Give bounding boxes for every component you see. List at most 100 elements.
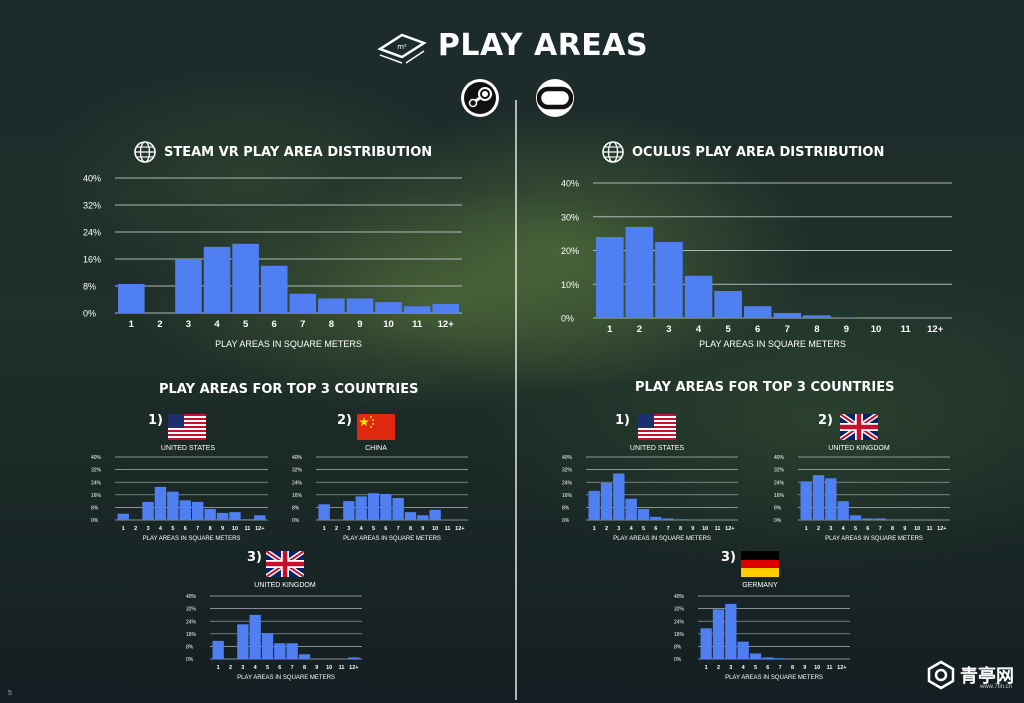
oculus-main-y-tick-label: 10% bbox=[561, 280, 579, 290]
oculus-germany-x-tick-label: 2 bbox=[717, 665, 720, 671]
oculus-germany-x-tick-label: 6 bbox=[766, 665, 769, 671]
oculus-us-bar bbox=[625, 498, 637, 520]
oculus-us-x-tick-label: 4 bbox=[630, 526, 634, 532]
oculus-section-title: OCULUS PLAY AREA DISTRIBUTION bbox=[602, 141, 884, 163]
steam-uk-x-tick-label: 9 bbox=[315, 665, 318, 671]
steam-us-x-tick-label: 2 bbox=[134, 526, 137, 532]
steam-main-x-tick-label: 3 bbox=[186, 319, 191, 330]
steam-main-x-tick-label: 2 bbox=[157, 319, 162, 330]
oculus-germany-x-tick-label: 7 bbox=[779, 665, 782, 671]
steam-china-y-tick-label: 16% bbox=[292, 493, 303, 499]
oculus-main-x-tick-label: 2 bbox=[637, 324, 642, 335]
oculus-main-x-tick-label: 8 bbox=[814, 324, 819, 335]
steam-uk-bar bbox=[212, 640, 224, 659]
oculus-main-x-tick-label: 12+ bbox=[927, 324, 944, 335]
oculus-country-3-name: GERMANY bbox=[742, 582, 778, 589]
oculus-us-x-tick-label: 1 bbox=[593, 526, 596, 532]
oculus-germany-x-tick-label: 9 bbox=[803, 665, 806, 671]
oculus-us-x-tick-label: 11 bbox=[715, 526, 721, 532]
oculus-rank-1: 1) bbox=[615, 413, 630, 428]
steam-country-3-name: UNITED KINGDOM bbox=[254, 582, 316, 589]
oculus-uk-bar bbox=[825, 478, 837, 520]
steam-china-bar bbox=[367, 493, 380, 520]
oculus-us-x-axis-label: PLAY AREAS IN SQUARE METERS bbox=[613, 536, 711, 542]
oculus-germany-bar bbox=[712, 609, 725, 659]
steam-us-y-tick-label: 40% bbox=[91, 455, 102, 461]
steam-us-y-tick-label: 24% bbox=[91, 480, 102, 486]
steam-uk-y-tick-label: 24% bbox=[186, 619, 197, 625]
oculus-us-y-tick-label: 32% bbox=[562, 468, 573, 474]
steam-main-x-tick-label: 1 bbox=[129, 319, 135, 330]
center-divider bbox=[515, 100, 517, 700]
steam-us-bar bbox=[154, 486, 167, 520]
play-area-icon-label: m² bbox=[397, 43, 407, 51]
watermark-url: www.7tin.cn bbox=[979, 684, 1012, 690]
oculus-uk-x-tick-label: 10 bbox=[914, 526, 920, 532]
steam-section-title-text: STEAM VR PLAY AREA DISTRIBUTION bbox=[164, 144, 433, 160]
steam-rank-3: 3) bbox=[247, 550, 262, 565]
steam-main-bar bbox=[375, 302, 402, 313]
steam-china-y-tick-label: 0% bbox=[292, 518, 300, 524]
steam-us-y-tick-label: 8% bbox=[91, 506, 99, 512]
oculus-uk-x-tick-label: 8 bbox=[891, 526, 894, 532]
steam-uk-bar bbox=[237, 624, 249, 659]
steam-us-y-tick-label: 16% bbox=[91, 493, 102, 499]
oculus-country-1-name: UNITED STATES bbox=[629, 445, 685, 452]
steam-main-x-tick-label: 6 bbox=[272, 319, 277, 330]
globe-icon bbox=[134, 141, 156, 163]
steam-china-x-tick-label: 12+ bbox=[455, 526, 464, 532]
oculus-main-x-tick-label: 6 bbox=[755, 324, 760, 335]
steam-uk-x-tick-label: 11 bbox=[339, 665, 345, 671]
oculus-main-x-tick-label: 9 bbox=[844, 324, 849, 335]
steam-uk-bar bbox=[348, 657, 360, 659]
oculus-uk-y-tick-label: 32% bbox=[774, 468, 785, 474]
steam-china-x-tick-label: 7 bbox=[397, 526, 400, 532]
oculus-main-bar bbox=[803, 315, 831, 318]
steam-uk-x-tick-label: 7 bbox=[291, 665, 294, 671]
steam-main-x-tick-label: 9 bbox=[357, 319, 362, 330]
oculus-uk-y-tick-label: 24% bbox=[774, 480, 785, 486]
uk-flag-icon bbox=[264, 548, 306, 582]
steam-us-x-tick-label: 5 bbox=[171, 526, 174, 532]
steam-uk-x-tick-label: 10 bbox=[326, 665, 332, 671]
steam-main-bar bbox=[232, 243, 259, 313]
oculus-germany-x-tick-label: 12+ bbox=[837, 665, 846, 671]
oculus-main-x-tick-label: 7 bbox=[785, 324, 790, 335]
steam-uk-x-axis-label: PLAY AREAS IN SQUARE METERS bbox=[237, 675, 335, 681]
oculus-uk-x-tick-label: 1 bbox=[805, 526, 808, 532]
oculus-us-x-tick-label: 8 bbox=[679, 526, 682, 532]
steam-main-bar bbox=[175, 259, 202, 313]
oculus-germany-x-tick-label: 8 bbox=[791, 665, 794, 671]
oculus-country-2-name: UNITED KINGDOM bbox=[828, 445, 890, 452]
oculus-us-bar bbox=[600, 482, 613, 520]
china-flag-icon bbox=[357, 414, 395, 445]
oculus-us-bar bbox=[674, 519, 687, 520]
steam-main-bar bbox=[432, 303, 459, 313]
oculus-uk-x-tick-label: 9 bbox=[903, 526, 906, 532]
steam-uk-x-tick-label: 4 bbox=[254, 665, 258, 671]
oculus-main-y-tick-label: 30% bbox=[561, 212, 579, 222]
oculus-uk-x-tick-label: 2 bbox=[817, 526, 820, 532]
steam-china-y-tick-label: 8% bbox=[292, 506, 300, 512]
page-number: 5 bbox=[8, 690, 12, 697]
germany-flag-icon bbox=[741, 551, 779, 582]
oculus-us-bar bbox=[650, 516, 662, 520]
steam-china-bar bbox=[318, 504, 330, 520]
oculus-germany-bar bbox=[725, 603, 737, 659]
steam-china-x-tick-label: 2 bbox=[335, 526, 338, 532]
steam-uk-x-tick-label: 6 bbox=[278, 665, 281, 671]
steam-uk-bar bbox=[249, 614, 261, 659]
steam-china-x-tick-label: 10 bbox=[432, 526, 438, 532]
steam-main-x-tick-label: 12+ bbox=[438, 319, 455, 330]
oculus-main-y-tick-label: 0% bbox=[561, 314, 574, 324]
steam-china-bar bbox=[355, 496, 367, 520]
steam-us-bar bbox=[192, 501, 204, 520]
steam-main-y-tick-label: 24% bbox=[83, 228, 101, 238]
oculus-main-x-tick-label: 4 bbox=[696, 324, 702, 335]
oculus-uk-x-tick-label: 12+ bbox=[937, 526, 946, 532]
steam-uk-bar bbox=[286, 643, 298, 659]
oculus-germany-x-tick-label: 5 bbox=[754, 665, 757, 671]
oculus-uk-y-tick-label: 8% bbox=[774, 506, 782, 512]
steam-us-x-tick-label: 1 bbox=[122, 526, 125, 532]
oculus-uk-x-tick-label: 5 bbox=[854, 526, 857, 532]
